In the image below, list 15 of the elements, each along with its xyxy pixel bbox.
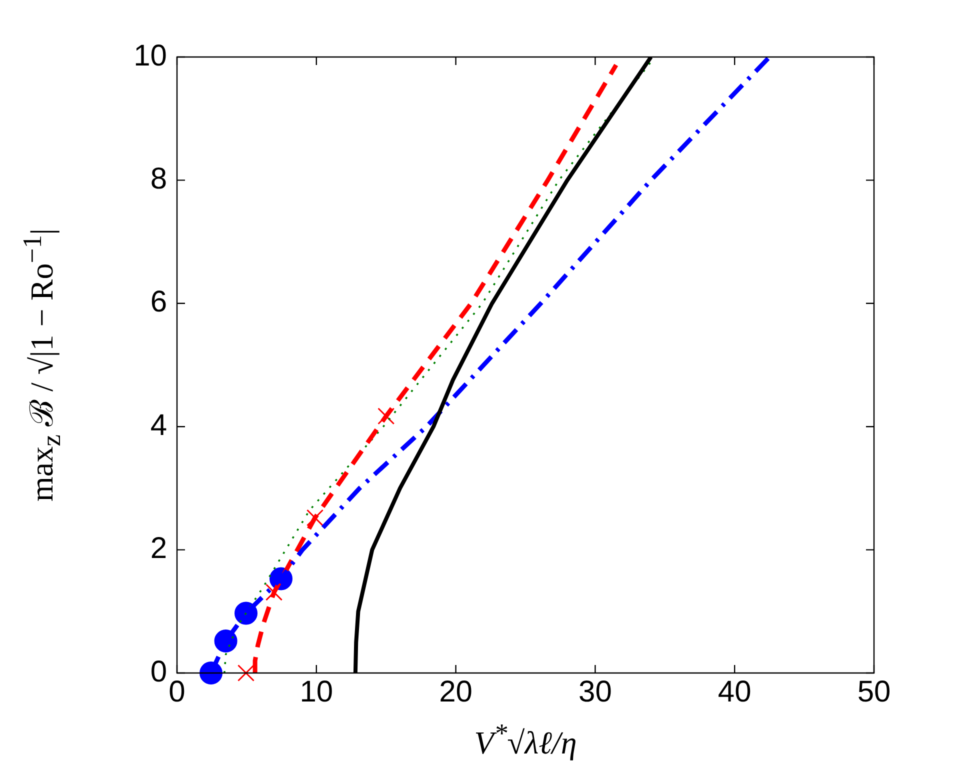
x-tick-label: 20 [439,675,472,708]
y-tick-label: 2 [150,532,167,566]
x-axis-title: V$^{*}$√λℓ/η [473,718,578,762]
point [306,509,324,526]
y-tick-label: 8 [150,162,167,196]
point [265,584,283,601]
y-tick-label: 4 [150,408,167,442]
point [378,408,395,425]
x-tick-label: 50 [857,675,891,708]
y-tick-label: 10 [134,39,167,72]
x-tick-label: 10 [300,675,334,708]
point [237,664,255,682]
x-tick-label: 30 [578,675,612,708]
y-tick-label: 6 [150,286,167,319]
x-tick-label: 40 [718,675,752,708]
